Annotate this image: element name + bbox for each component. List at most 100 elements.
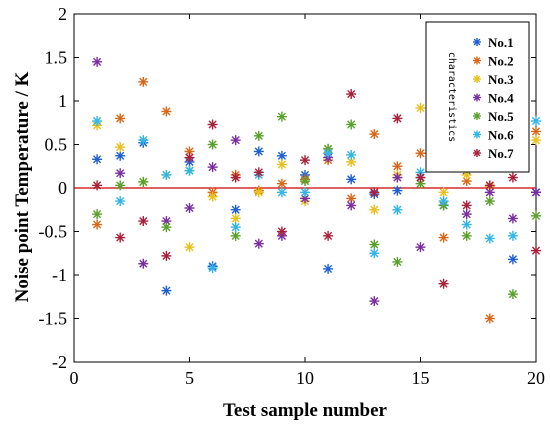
data-point <box>230 135 241 146</box>
data-point <box>323 148 334 159</box>
data-point <box>138 258 149 269</box>
x-tick-label: 15 <box>412 368 430 388</box>
data-point <box>138 76 149 87</box>
data-point <box>253 238 264 249</box>
legend-entry: No.2 <box>488 54 514 69</box>
data-point <box>507 230 518 241</box>
data-point <box>115 113 126 124</box>
y-axis: -2 -1.5 -1 -0.5 0 0.5 1 1.5 2 <box>39 4 536 372</box>
x-tick-label: 20 <box>527 368 545 388</box>
data-point <box>415 242 426 253</box>
data-point <box>369 204 380 215</box>
series-No.7 <box>92 89 541 289</box>
data-point <box>161 169 172 180</box>
data-point <box>276 159 287 170</box>
legend-entry: No.7 <box>488 146 514 161</box>
data-point <box>115 232 126 243</box>
data-point <box>507 254 518 265</box>
data-point <box>415 178 426 189</box>
data-point <box>92 116 103 127</box>
legend-marker <box>473 75 481 83</box>
data-point <box>438 278 449 289</box>
data-point <box>253 130 264 141</box>
data-point <box>531 116 541 127</box>
data-point <box>346 200 357 211</box>
legend-marker <box>473 149 481 157</box>
legend-title: characteristics <box>446 52 457 142</box>
data-point <box>369 187 380 198</box>
data-point <box>207 263 218 274</box>
x-axis: 0 5 10 15 20 <box>70 14 545 388</box>
x-axis-label: Test sample number <box>223 400 388 421</box>
data-point <box>484 180 495 191</box>
data-point <box>276 187 287 198</box>
data-point <box>276 226 287 237</box>
data-point <box>531 245 541 256</box>
data-point <box>230 230 241 241</box>
data-point <box>461 209 472 220</box>
data-point <box>138 176 149 187</box>
data-point <box>461 230 472 241</box>
data-point <box>392 113 403 124</box>
data-point <box>161 250 172 261</box>
data-point <box>184 203 195 214</box>
data-point <box>92 56 103 67</box>
data-point <box>369 239 380 250</box>
legend-entry: No.1 <box>488 35 514 50</box>
legend: characteristics No.1 No.2 No.3 No.4 No.5 No.6… <box>425 21 530 173</box>
y-tick-label: 0 <box>58 178 67 198</box>
data-point <box>369 129 380 140</box>
data-point <box>392 256 403 267</box>
data-point <box>207 139 218 150</box>
data-point <box>207 162 218 173</box>
data-point <box>161 285 172 296</box>
data-point <box>484 233 495 244</box>
data-point <box>531 135 541 146</box>
y-tick-label: -2 <box>52 352 67 372</box>
data-point <box>92 180 103 191</box>
data-point <box>507 289 518 300</box>
data-point <box>369 296 380 307</box>
data-point <box>484 196 495 207</box>
series-No.6 <box>92 116 541 274</box>
legend-entry: No.6 <box>488 128 514 143</box>
legend-entry: No.4 <box>488 91 514 106</box>
data-point <box>484 313 495 324</box>
data-point <box>323 230 334 241</box>
data-point <box>438 232 449 243</box>
data-point <box>276 178 287 189</box>
y-axis-label: Noise point Temperature / K <box>12 71 33 302</box>
data-point <box>230 172 241 183</box>
y-tick-label: -1 <box>52 265 67 285</box>
data-point <box>300 193 310 204</box>
y-tick-label: -1.5 <box>39 309 68 329</box>
data-point <box>346 174 357 185</box>
data-point <box>392 172 403 183</box>
data-point <box>184 242 195 253</box>
data-point <box>253 167 264 178</box>
data-point <box>230 204 241 215</box>
data-point <box>161 222 172 233</box>
data-point <box>207 191 218 202</box>
legend-entry: No.5 <box>488 109 514 124</box>
data-point <box>531 210 541 221</box>
data-point <box>507 172 518 183</box>
data-point <box>276 111 287 122</box>
data-point <box>276 150 287 161</box>
data-point <box>415 172 426 183</box>
data-point <box>92 219 103 230</box>
data-point <box>230 222 241 233</box>
data-point <box>184 165 195 176</box>
data-point <box>300 187 310 198</box>
data-point <box>138 216 149 227</box>
x-tick-label: 10 <box>296 368 314 388</box>
legend-marker <box>473 130 481 139</box>
data-point <box>115 142 126 153</box>
data-point <box>392 204 403 215</box>
data-point <box>115 150 126 161</box>
data-point <box>92 154 103 165</box>
data-point <box>300 176 310 187</box>
data-point <box>253 146 264 157</box>
data-point <box>531 187 541 198</box>
